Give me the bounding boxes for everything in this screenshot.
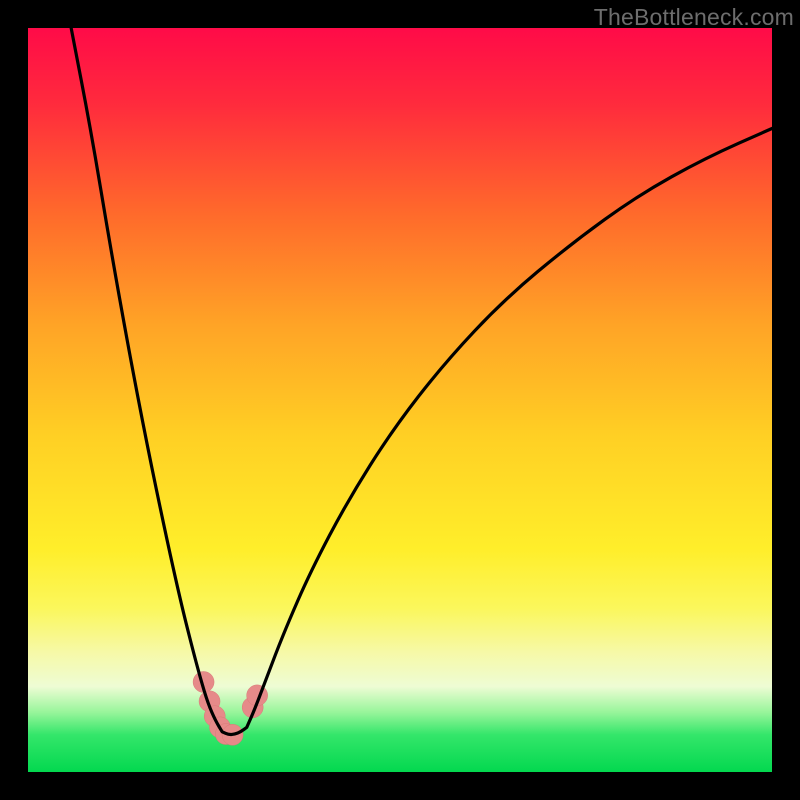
watermark-text: TheBottleneck.com xyxy=(594,4,794,31)
curve-layer xyxy=(28,28,772,772)
stage: TheBottleneck.com xyxy=(0,0,800,800)
bottleneck-curve xyxy=(71,28,772,735)
plot-area xyxy=(28,28,772,772)
plot-inner xyxy=(28,28,772,772)
